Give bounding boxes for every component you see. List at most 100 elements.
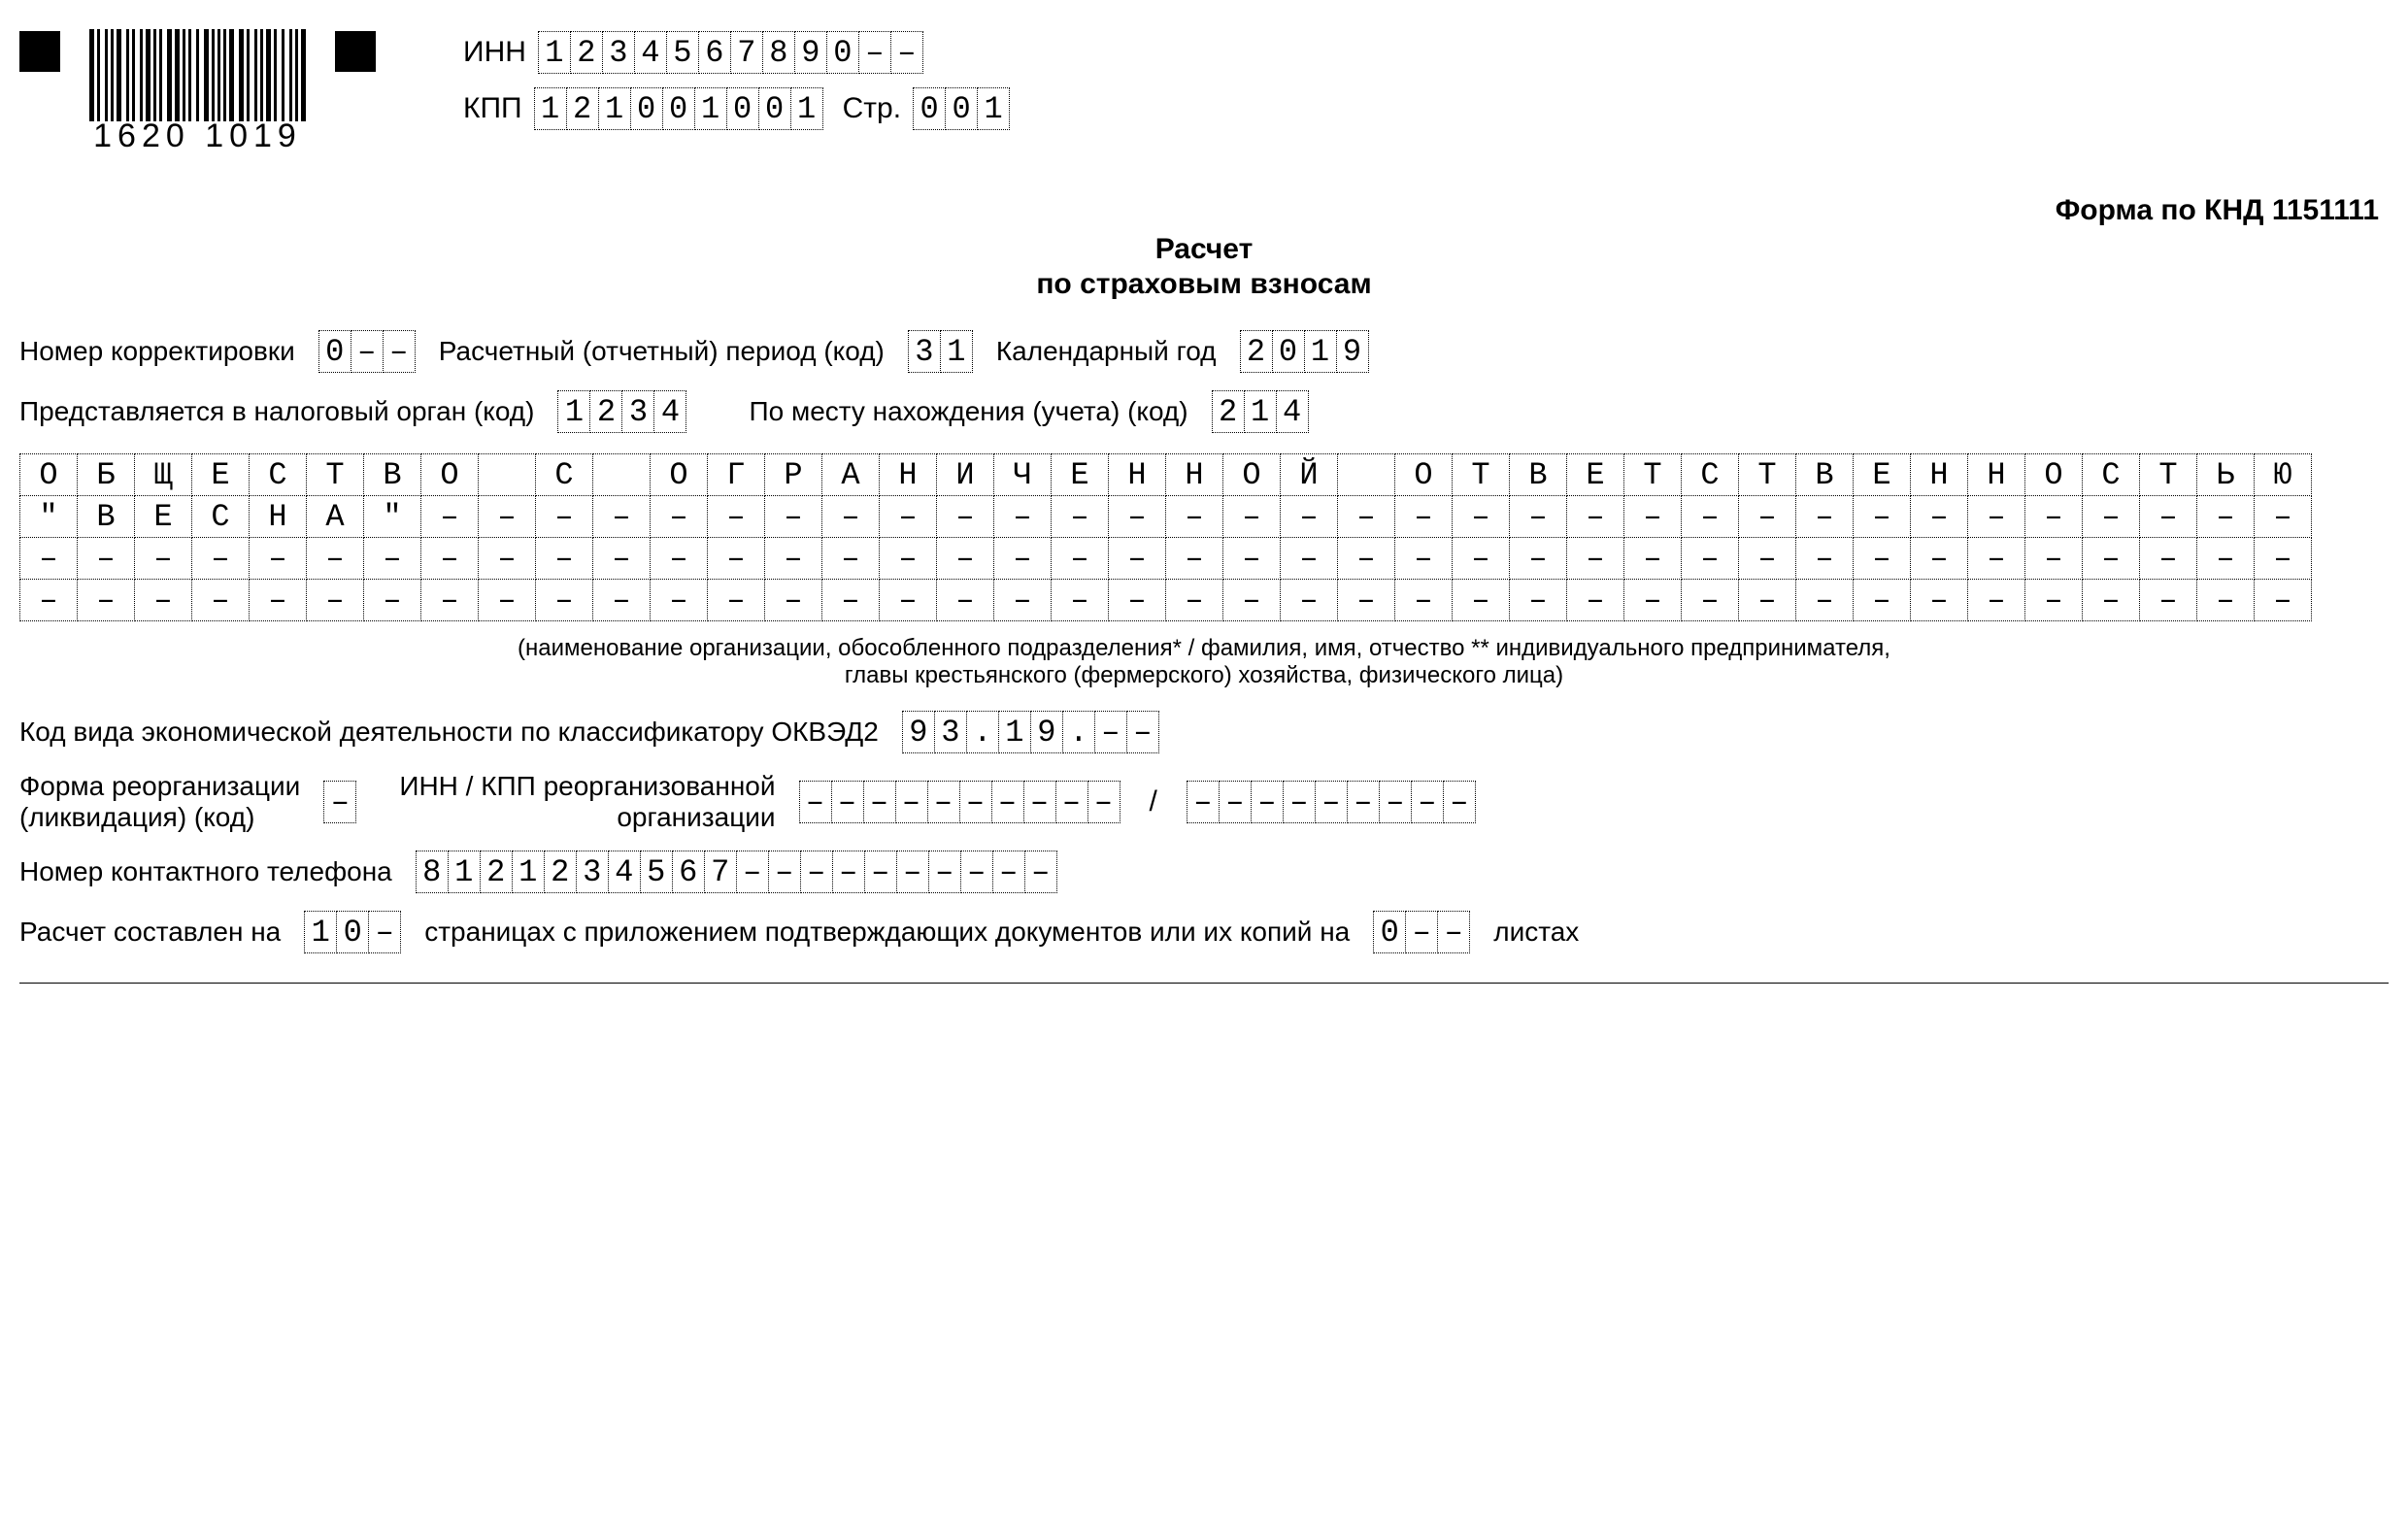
cell: – <box>363 579 421 621</box>
phone-label: Номер контактного телефона <box>19 856 392 887</box>
cell: – <box>1222 537 1281 580</box>
okved-label: Код вида экономической деятельности по к… <box>19 717 879 748</box>
cell: – <box>1023 781 1056 823</box>
cell: – <box>1967 495 2025 538</box>
cell: – <box>1738 495 1796 538</box>
cell: – <box>864 851 897 893</box>
cell: – <box>991 781 1024 823</box>
cell: – <box>1094 711 1127 753</box>
cell: А <box>821 453 880 496</box>
cell: – <box>1379 781 1412 823</box>
cell: – <box>1681 579 1739 621</box>
cell: 1 <box>448 851 481 893</box>
cell: – <box>1623 579 1682 621</box>
cell: – <box>134 579 192 621</box>
reorg-form-label-1: Форма реорганизации <box>19 771 300 802</box>
cell: 6 <box>672 851 705 893</box>
inn-cells: 1234567890–– <box>538 31 923 74</box>
cell: С <box>191 495 250 538</box>
cell: – <box>879 579 937 621</box>
cell: – <box>1623 495 1682 538</box>
cell: – <box>1337 537 1395 580</box>
tax-office-cells: 1234 <box>557 390 686 433</box>
cell: – <box>832 851 865 893</box>
cell: – <box>2082 537 2140 580</box>
reorg-kpp-cells: ––––––––– <box>1187 781 1476 823</box>
cell: – <box>736 851 769 893</box>
cell: 1 <box>998 711 1031 753</box>
barcode: 1620 1019 <box>89 29 306 155</box>
cell: – <box>592 579 651 621</box>
cell: Н <box>1108 453 1166 496</box>
cell: – <box>191 579 250 621</box>
cell: – <box>650 579 708 621</box>
page-label: Стр. <box>843 92 901 125</box>
cell: – <box>707 537 765 580</box>
cell: 1 <box>557 390 590 433</box>
cell: – <box>821 495 880 538</box>
cell: " <box>363 495 421 538</box>
cell: – <box>363 537 421 580</box>
cell: – <box>1347 781 1380 823</box>
cell: С <box>535 453 593 496</box>
cell: – <box>1795 579 1854 621</box>
cell: . <box>1062 711 1095 753</box>
cell: – <box>650 495 708 538</box>
pages-count-cells: 10– <box>304 911 401 953</box>
cell: 4 <box>634 31 667 74</box>
org-note-2: главы крестьянского (фермерского) хозяйс… <box>19 662 2389 689</box>
org-line-3: –––––––––––––––––––––––––––––––––––––––– <box>19 537 2389 580</box>
cell: 1 <box>512 851 545 893</box>
cell: А <box>306 495 364 538</box>
kpp-label: КПП <box>463 92 522 125</box>
cell: – <box>831 781 864 823</box>
cell: – <box>1315 781 1348 823</box>
cell: – <box>1623 537 1682 580</box>
cell: 1 <box>534 87 567 130</box>
cell: – <box>992 851 1025 893</box>
cell: – <box>650 537 708 580</box>
cell: – <box>2196 579 2255 621</box>
cell: – <box>936 579 994 621</box>
cell: – <box>928 851 961 893</box>
cell: Т <box>2139 453 2197 496</box>
cell: – <box>1394 579 1453 621</box>
cell: – <box>858 31 891 74</box>
cell: Н <box>1967 453 2025 496</box>
cell: – <box>764 537 822 580</box>
cell: О <box>1222 453 1281 496</box>
cell: О <box>2024 453 2083 496</box>
cell: – <box>1910 579 1968 621</box>
cell: Г <box>707 453 765 496</box>
cell: – <box>1337 495 1395 538</box>
cell: – <box>2082 579 2140 621</box>
cell: – <box>768 851 801 893</box>
cell: 2 <box>1240 330 1273 373</box>
cell: – <box>1910 495 1968 538</box>
cell: – <box>959 781 992 823</box>
cell: 3 <box>576 851 609 893</box>
cell: 0 <box>1373 911 1406 953</box>
cell: – <box>2139 495 2197 538</box>
cell: – <box>1967 537 2025 580</box>
cell: 2 <box>480 851 513 893</box>
cell: – <box>1509 495 1567 538</box>
divider-line <box>19 983 2389 984</box>
cell: – <box>592 537 651 580</box>
cell: – <box>993 537 1052 580</box>
marker-square-right <box>335 31 376 72</box>
cell: Е <box>1051 453 1109 496</box>
cell: – <box>478 537 536 580</box>
cell: – <box>2024 495 2083 538</box>
cell: 1 <box>790 87 823 130</box>
cell: Й <box>1280 453 1338 496</box>
cell: О <box>1394 453 1453 496</box>
cell: Ю <box>2254 453 2312 496</box>
cell: – <box>2254 495 2312 538</box>
cell: 0 <box>826 31 859 74</box>
cell: – <box>896 851 929 893</box>
cell: Т <box>306 453 364 496</box>
cell: – <box>1024 851 1057 893</box>
cell: – <box>799 781 832 823</box>
cell: 7 <box>704 851 737 893</box>
